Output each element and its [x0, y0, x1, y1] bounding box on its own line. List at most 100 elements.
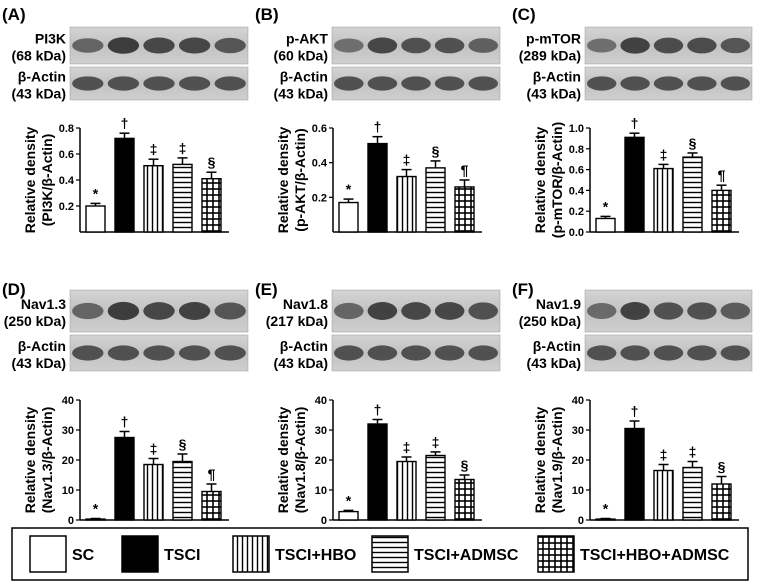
blot-protein-label: β-Actin	[533, 338, 581, 354]
blot-protein-label: β-Actin	[533, 69, 581, 85]
blot-band	[143, 37, 175, 54]
significance-marker: ‡	[432, 434, 440, 450]
chart-panel: (D)Nav1.3(250 kDa)β-Actin(43 kDa)0102030…	[2, 280, 249, 527]
y-axis-label-line: Relative density	[275, 406, 291, 513]
bar	[595, 217, 616, 233]
blot-band	[434, 37, 465, 54]
y-axis-label-line: Relative density	[22, 406, 38, 513]
significance-marker: *	[93, 185, 99, 201]
y-axis-label-line: (p-AKT/β-Actin)	[292, 128, 308, 231]
panel-label: (C)	[512, 5, 536, 24]
blot-kda-label: (43 kDa)	[527, 86, 581, 102]
blot-band	[620, 76, 650, 91]
blot-band	[367, 345, 398, 361]
bar-group: ¶	[711, 167, 732, 233]
blot-band	[72, 302, 104, 320]
blot-control: β-Actin(43 kDa)	[527, 334, 753, 372]
blot-band	[687, 37, 717, 54]
blot-band	[587, 303, 617, 319]
blot-band	[653, 76, 684, 91]
significance-marker: *	[603, 198, 609, 214]
y-axis-label: Relative density(Nav1.3/β-Actin)	[22, 406, 55, 513]
blot-band	[720, 345, 750, 361]
y-axis-label: Relative density(p-AKT/β-Actin)	[275, 126, 308, 233]
legend-label: SC	[72, 547, 95, 564]
blot-protein-label: Nav1.8	[283, 296, 328, 312]
blot-band	[401, 76, 431, 91]
bar	[201, 177, 222, 233]
bar	[85, 205, 106, 233]
y-tick-label: 0	[68, 515, 74, 527]
y-axis-label-line: (Nav1.9/β-Actin)	[549, 407, 565, 514]
blot-band	[653, 345, 684, 361]
blot-band	[178, 76, 211, 91]
significance-marker: ‡	[403, 152, 411, 168]
blot-band	[72, 38, 104, 53]
bar	[201, 490, 222, 521]
significance-marker: †	[121, 414, 129, 430]
chart-panel: (C)p-mTOR(289 kDa)β-Actin(43 kDa)0.00.20…	[512, 5, 753, 239]
blot-kda-label: (289 kDa)	[519, 48, 581, 64]
y-tick-label: 20	[315, 455, 327, 467]
bar	[624, 427, 645, 521]
blot-band	[367, 37, 398, 54]
bar-group: ‡	[653, 146, 674, 233]
bar-group: ‡	[396, 152, 417, 233]
legend: SC TSCI TSCI+HBO TSCI+ADMSC TSCI+HBO+ADMSC	[11, 527, 749, 581]
blot-band	[72, 345, 104, 361]
y-axis-label-line: Relative density	[275, 126, 291, 233]
chart-panel: (B)p-AKT(60 kDa)β-Actin(43 kDa)0.20.40.6…	[255, 5, 501, 233]
blot-band	[687, 302, 717, 320]
y-tick-label: 0.2	[312, 192, 327, 204]
blot-band	[720, 302, 750, 320]
blot-band	[468, 345, 498, 361]
blot-band	[401, 345, 431, 361]
y-tick-label: 20	[572, 455, 584, 467]
blot-band	[434, 345, 465, 361]
significance-marker: ‡	[150, 441, 158, 457]
blot-band	[72, 76, 104, 91]
blot-band	[687, 345, 717, 361]
legend-swatch	[537, 535, 575, 573]
y-tick-label: 0	[321, 515, 327, 527]
blot-band	[587, 38, 617, 53]
bar-group: ¶	[201, 466, 222, 521]
y-tick-label: 30	[315, 425, 327, 437]
blot-kda-label: (43 kDa)	[274, 86, 328, 102]
y-tick-label: 1.0	[569, 123, 584, 135]
bar	[338, 510, 359, 521]
blot-kda-label: (250 kDa)	[519, 313, 581, 329]
y-tick-label: 0	[578, 515, 584, 527]
blot-target: PI3K(68 kDa)	[12, 26, 249, 65]
blot-control: β-Actin(43 kDa)	[274, 334, 501, 372]
legend-swatch	[371, 535, 409, 573]
bar	[396, 460, 417, 521]
blot-band	[720, 76, 750, 91]
bar-group: §	[454, 457, 475, 521]
blot-band	[468, 76, 498, 91]
bar	[425, 454, 446, 521]
y-axis: 0 10 20 30 40	[62, 395, 81, 527]
blot-protein-label: p-mTOR	[526, 31, 581, 47]
blot-control: β-Actin(43 kDa)	[12, 66, 249, 102]
y-tick-label: 0.4	[59, 175, 75, 187]
y-tick-label: 0.6	[569, 165, 584, 177]
bar	[172, 460, 193, 521]
blot-kda-label: (43 kDa)	[527, 355, 581, 371]
blot-band	[178, 37, 211, 54]
legend-item: TSCI+ADMSC	[371, 535, 519, 573]
bar	[172, 163, 193, 233]
significance-marker: §	[432, 143, 440, 159]
blot-band	[687, 76, 717, 91]
legend-item: TSCI+HBO+ADMSC	[537, 535, 730, 573]
panel-label: (D)	[2, 280, 26, 299]
bar	[367, 142, 388, 233]
y-tick-label: 40	[62, 395, 74, 407]
blot-kda-label: (43 kDa)	[274, 355, 328, 371]
blot-protein-label: Nav1.3	[21, 296, 66, 312]
significance-marker: §	[179, 436, 187, 452]
blot-band	[143, 302, 175, 320]
y-tick-label: 0.8	[59, 123, 74, 135]
y-tick-label: 0.4	[569, 185, 585, 197]
